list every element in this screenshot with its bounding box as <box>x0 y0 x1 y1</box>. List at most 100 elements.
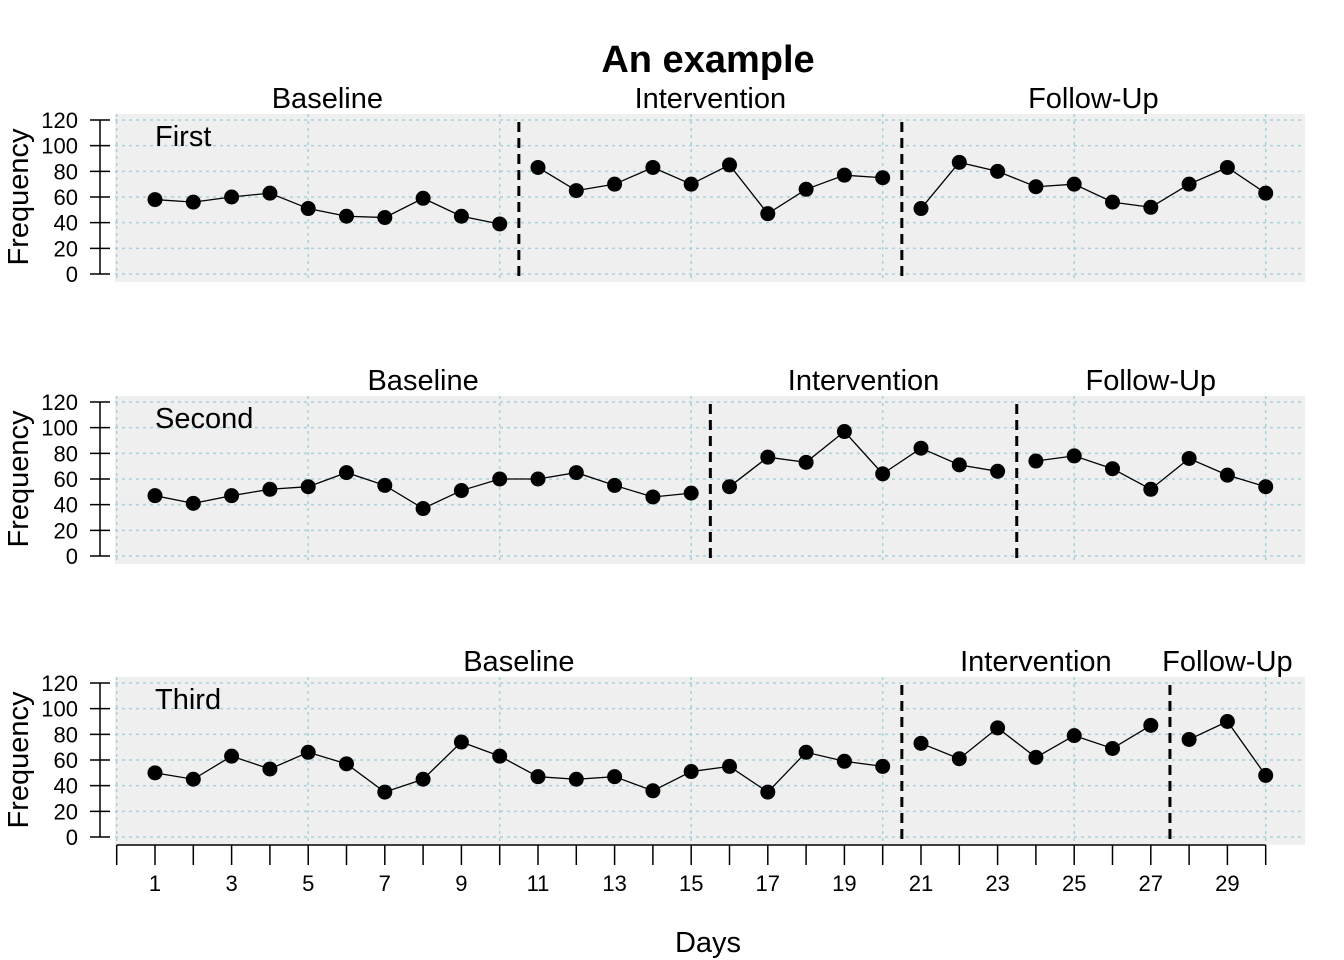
y-tick-label: 120 <box>41 671 78 696</box>
data-point <box>224 189 240 205</box>
data-point <box>1143 199 1159 215</box>
data-point <box>492 748 508 764</box>
y-tick-label: 100 <box>41 134 78 159</box>
data-point <box>530 471 546 487</box>
x-tick-label: 17 <box>756 871 780 896</box>
x-axis: 1 3 5 7 9 11 13 15 17 19 21 23 25 27 29 <box>115 844 1267 896</box>
data-point <box>377 784 393 800</box>
data-point <box>568 465 584 481</box>
phase-name: Follow-Up <box>1086 365 1217 397</box>
data-point <box>836 167 852 183</box>
data-point <box>760 784 776 800</box>
y-tick-label: 0 <box>66 825 78 850</box>
x-tick-label: 11 <box>527 871 550 896</box>
y-axis-label: Frequency <box>3 691 35 829</box>
y-tick-label: 20 <box>54 518 78 543</box>
x-tick-label: 5 <box>302 871 314 896</box>
x-tick-label: 27 <box>1139 871 1163 896</box>
data-point <box>147 765 163 781</box>
data-point <box>1181 731 1197 747</box>
data-point <box>645 489 661 505</box>
data-point <box>760 206 776 222</box>
data-point <box>530 769 546 785</box>
y-tick-label: 20 <box>54 799 78 824</box>
data-point <box>683 485 699 501</box>
data-point <box>453 483 469 499</box>
data-point <box>913 735 929 751</box>
data-point <box>147 488 163 504</box>
data-point <box>798 744 814 760</box>
phase-name: Follow-Up <box>1028 83 1159 115</box>
data-point <box>1219 714 1235 729</box>
data-point <box>1105 461 1120 477</box>
data-point <box>722 758 737 774</box>
data-point <box>951 154 967 170</box>
y-tick-label: 20 <box>54 236 78 261</box>
data-point <box>1258 479 1274 495</box>
data-point <box>607 176 623 192</box>
series-line <box>920 161 1267 209</box>
y-tick-label: 100 <box>41 416 78 441</box>
data-point <box>224 748 240 764</box>
data-point <box>415 771 431 787</box>
data-point <box>1028 453 1044 469</box>
data-point <box>492 216 508 232</box>
y-tick-label: 60 <box>54 748 78 773</box>
y-tick-label: 40 <box>54 211 78 236</box>
data-point <box>262 761 278 777</box>
x-tick-label: 15 <box>679 871 703 896</box>
data-point <box>1066 728 1082 744</box>
x-tick-label: 23 <box>985 871 1009 896</box>
y-tick-label: 60 <box>54 467 78 492</box>
y-tick-label: 40 <box>54 774 78 799</box>
data-point <box>1181 450 1197 466</box>
y-tick-label: 0 <box>66 262 78 287</box>
data-point <box>1028 179 1044 195</box>
data-point <box>836 753 852 769</box>
data-point <box>1105 194 1120 210</box>
panel-label: Second <box>155 403 253 435</box>
phase-name: Baseline <box>272 83 383 115</box>
phase-name: Baseline <box>367 365 478 397</box>
data-point <box>1258 185 1274 201</box>
data-point <box>339 208 354 224</box>
data-point <box>1028 749 1044 765</box>
series-line <box>154 192 500 225</box>
phase-name: Intervention <box>635 83 787 115</box>
data-point <box>300 744 316 760</box>
y-tick-label: 0 <box>66 544 78 569</box>
data-point <box>875 466 891 482</box>
y-tick-label: 80 <box>54 441 78 466</box>
data-point <box>377 210 393 226</box>
data-point <box>607 477 623 493</box>
data-point <box>185 194 201 210</box>
data-point <box>607 769 623 785</box>
x-tick-label: 25 <box>1062 871 1086 896</box>
x-tick-label: 1 <box>149 871 161 896</box>
panel-background <box>115 114 1305 282</box>
data-point <box>722 479 737 495</box>
data-point <box>990 463 1006 479</box>
data-point <box>951 457 967 473</box>
y-tick-label: 60 <box>54 185 78 210</box>
y-axis-label: Frequency <box>3 128 35 266</box>
data-point <box>913 201 929 217</box>
data-point <box>798 454 814 470</box>
data-point <box>1258 767 1274 783</box>
x-tick-label: 19 <box>832 871 856 896</box>
data-point <box>185 495 201 511</box>
data-point <box>1181 176 1197 192</box>
y-tick-label: 120 <box>41 108 78 133</box>
data-point <box>645 159 661 175</box>
data-point <box>262 481 278 497</box>
data-point <box>377 477 393 493</box>
data-point <box>875 170 891 186</box>
data-point <box>1105 740 1120 756</box>
y-tick-label: 100 <box>41 697 78 722</box>
data-point <box>1219 159 1235 175</box>
data-point <box>339 756 354 772</box>
